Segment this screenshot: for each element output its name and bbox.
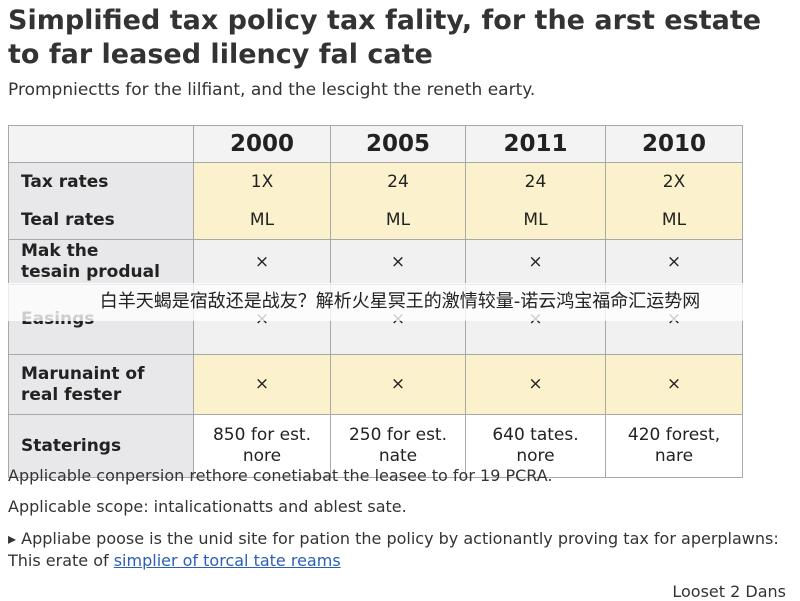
link[interactable]: simplier of torcal tate reams — [113, 551, 341, 570]
cell: × — [330, 239, 466, 285]
cell: 250 for est. nate — [330, 414, 466, 478]
column-header: 2010 — [605, 125, 743, 163]
cell: ML — [193, 201, 331, 240]
cell: ML — [465, 201, 606, 240]
title: Simplified tax policy tax fality, for th… — [8, 5, 762, 70]
cell: × — [330, 354, 466, 415]
note: Applicable scope: intalicationatts and a… — [8, 497, 407, 516]
column-header: 2011 — [465, 125, 606, 163]
cell: × — [605, 239, 743, 285]
row-label: Marunaint of real fester — [8, 354, 194, 415]
cell: 640 tates. nore — [465, 414, 606, 478]
table-row: Tax rates 1X 24 24 2X — [8, 162, 743, 201]
cell: 24 — [465, 162, 606, 201]
column-header: 2000 — [193, 125, 331, 163]
cell: × — [193, 354, 331, 415]
subtitle: Prompniectts for the lilfiant, and the l… — [8, 80, 536, 100]
cell: × — [465, 354, 606, 415]
row-label: Staterings — [8, 414, 194, 478]
cell: 850 for est. nore — [193, 414, 331, 478]
cell: 2X — [605, 162, 743, 201]
cell: ML — [605, 201, 743, 240]
corner — [8, 125, 194, 163]
footer: Looset 2 Dans — [672, 582, 786, 601]
table-row: Staterings 850 for est. nore 250 for est. … — [8, 414, 743, 478]
cell: 1X — [193, 162, 331, 201]
column-header: 2005 — [330, 125, 466, 163]
cell: × — [193, 239, 331, 285]
cell: × — [605, 354, 743, 415]
table-row: Mak the tesain produal × × × × — [8, 239, 743, 285]
row-label: Teal rates — [8, 201, 194, 240]
bullet-note: ▸ Appliabe poose is the unid site for pa… — [8, 529, 779, 570]
banner: 白羊天蝎是宿敌还是战友？解析火星冥王的激情较量-诺云鸿宝福命汇运势网 — [0, 283, 800, 321]
cell: ML — [330, 201, 466, 240]
cell: 24 — [330, 162, 466, 201]
row-label: Mak the tesain produal — [8, 239, 194, 285]
table-row: Teal rates ML ML ML ML — [8, 201, 743, 240]
note: Applicable conpersion rethore conetiabat… — [8, 466, 553, 485]
cell: 420 forest, nare — [605, 414, 743, 478]
row-label: Tax rates — [8, 162, 194, 201]
table-row: Marunaint of real fester × × × × — [8, 354, 743, 415]
bullet-text: Appliabe poose is the unid site for pati… — [8, 529, 779, 570]
cell: × — [465, 239, 606, 285]
